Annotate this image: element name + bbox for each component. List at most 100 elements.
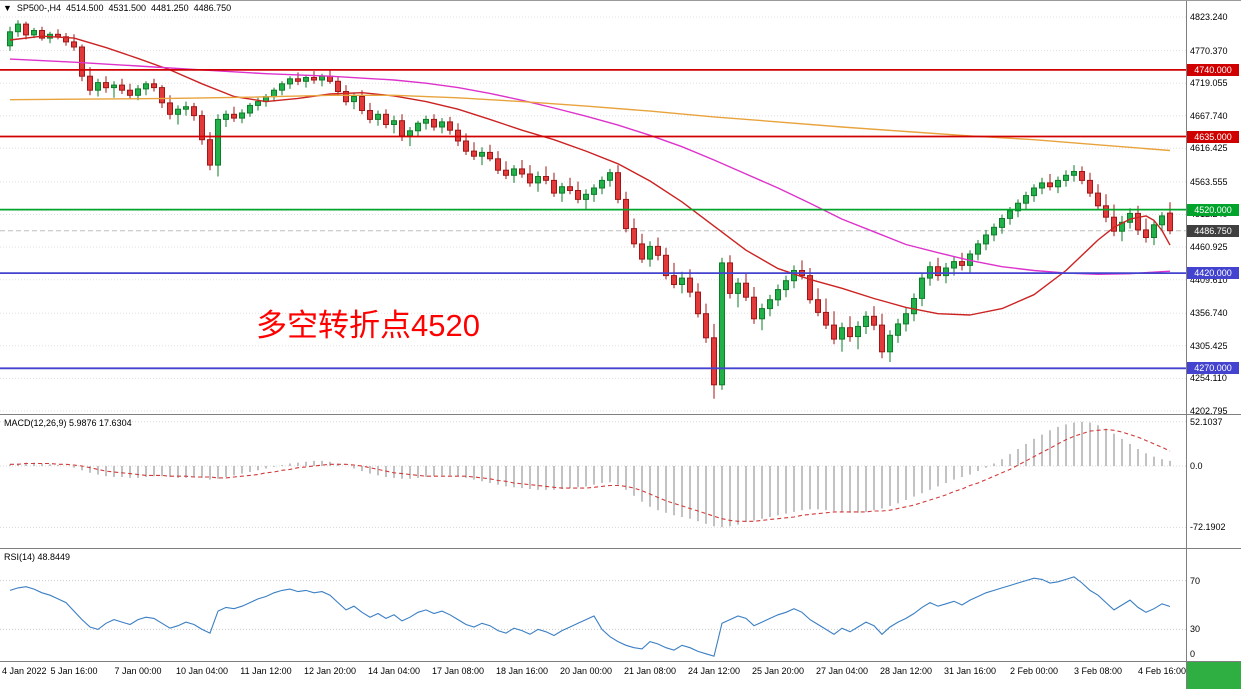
candle [1095, 192, 1101, 207]
candle [1055, 179, 1061, 188]
candle [391, 120, 397, 125]
candle [655, 245, 661, 256]
candle [519, 168, 525, 175]
candle [935, 266, 941, 277]
candle [823, 311, 829, 326]
candle [231, 113, 237, 119]
candle [271, 89, 277, 98]
price-tick-label: 4823.240 [1190, 12, 1228, 22]
candle [407, 130, 413, 137]
ohlc-high: 4531.500 [108, 3, 147, 13]
candle [727, 262, 733, 294]
candle [783, 280, 789, 291]
panel-separator[interactable] [0, 414, 1241, 415]
candle [847, 327, 853, 338]
candle [151, 83, 157, 89]
macd-signal-line [10, 428, 1171, 522]
candle [735, 282, 741, 294]
time-axis-label: 20 Jan 00:00 [559, 666, 613, 676]
candle [599, 179, 605, 189]
price-line-badge: 4635.000 [1187, 130, 1239, 143]
candle [351, 96, 357, 103]
candle [439, 121, 445, 128]
candle [583, 193, 589, 200]
candle [871, 315, 877, 326]
candle [615, 172, 621, 200]
candle [639, 243, 645, 260]
price-chart-panel[interactable] [0, 1, 1186, 414]
candle [303, 77, 309, 82]
time-axis-label: 25 Jan 20:00 [751, 666, 805, 676]
time-axis-label: 10 Jan 04:00 [175, 666, 229, 676]
candle [199, 115, 205, 141]
candle [343, 91, 349, 103]
price-tick-label: 4202.795 [1190, 406, 1228, 416]
macd-label: MACD(12,26,9) 5.9876 17.6304 [4, 418, 132, 428]
panel-separator [0, 661, 1241, 662]
candles[interactable] [7, 20, 1173, 399]
candle [751, 296, 757, 320]
time-axis-label: 24 Jan 12:00 [687, 666, 741, 676]
price-tick-label: 4563.555 [1190, 176, 1228, 187]
corner-block [1187, 662, 1241, 689]
candle [807, 275, 813, 301]
candle [671, 275, 677, 286]
candle [487, 151, 493, 160]
candle [695, 291, 701, 315]
time-axis-label: 18 Jan 16:00 [495, 666, 549, 676]
candle [855, 325, 861, 338]
scale-separator [1186, 1, 1187, 689]
candle [471, 150, 477, 157]
candle [319, 75, 325, 81]
candle [895, 323, 901, 336]
candle [759, 308, 765, 320]
dropdown-arrow-icon: ▼ [3, 3, 12, 13]
candle [543, 176, 549, 181]
candle [23, 23, 29, 36]
candle [743, 282, 749, 298]
candle [1135, 212, 1141, 231]
time-axis-label: 27 Jan 04:00 [815, 666, 869, 676]
candle [1151, 224, 1157, 239]
candle [463, 140, 469, 152]
candle [719, 262, 725, 386]
candle [359, 96, 365, 111]
candle [911, 298, 917, 315]
macd-scale-label: 52.1037 [1190, 417, 1223, 427]
price-tick-label: 4770.370 [1190, 45, 1228, 56]
candle [103, 82, 109, 89]
candle [383, 113, 389, 126]
rsi-indicator-panel[interactable] [0, 549, 1186, 661]
candle [367, 110, 373, 120]
current-price-badge: 4486.750 [1187, 224, 1239, 237]
price-tick-label: 4616.425 [1190, 143, 1228, 154]
ma-fast-red-line [9, 35, 1171, 316]
ohlc-low: 4481.250 [151, 3, 189, 13]
candle [1103, 205, 1109, 218]
candle [279, 83, 285, 91]
candle [479, 151, 485, 157]
macd-indicator-panel[interactable] [0, 415, 1186, 548]
candle [255, 101, 261, 106]
candle [559, 186, 565, 194]
candle [991, 226, 997, 236]
price-tick-label: 4667.740 [1190, 110, 1228, 121]
candle [887, 334, 893, 353]
time-axis-label: 14 Jan 04:00 [367, 666, 421, 676]
panel-separator[interactable] [0, 548, 1241, 549]
candle [1079, 171, 1085, 181]
horizontal-level-lines[interactable] [0, 69, 1186, 370]
candle [87, 75, 93, 91]
candle [311, 77, 317, 81]
rsi-scale-label: 0 [1190, 649, 1196, 659]
price-tick-label: 4305.425 [1190, 340, 1228, 351]
candle [375, 113, 381, 120]
candle [551, 179, 557, 194]
candle [1127, 212, 1133, 223]
time-axis-label: 2 Feb 00:00 [1009, 666, 1059, 676]
time-axis-label: 11 Jan 12:00 [240, 666, 292, 676]
price-scale[interactable]: 4823.240 4770.370 4719.055 4667.740 4616.425… [1187, 1, 1241, 662]
time-axis[interactable]: 4 Jan 2022 5 Jan 16:00 7 Jan 00:00 10 Jan 0… [0, 662, 1186, 689]
candle [159, 87, 165, 104]
candle [447, 121, 453, 131]
